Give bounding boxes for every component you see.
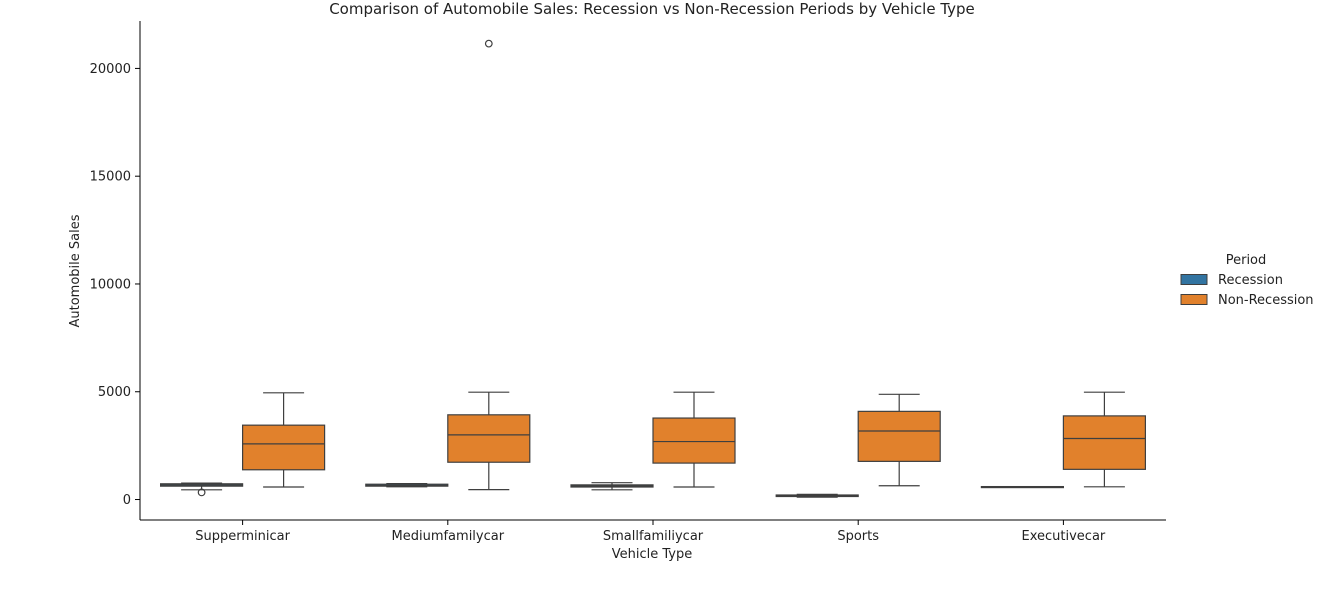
- x-tick-label: Mediumfamilycar: [392, 529, 505, 544]
- series-recession: [160, 482, 1065, 498]
- y-tick-label: 10000: [90, 277, 131, 292]
- x-tick-label: Smallfamiliycar: [603, 529, 704, 544]
- box: [447, 414, 531, 463]
- legend-label: Recession: [1218, 273, 1283, 288]
- chart-title: Comparison of Automobile Sales: Recessio…: [329, 0, 975, 18]
- outlier-point: [484, 39, 493, 48]
- series-non-recession: [242, 39, 1147, 491]
- box: [242, 424, 326, 471]
- x-tick-label: Executivecar: [1022, 529, 1106, 544]
- legend-title: Period: [1226, 253, 1267, 268]
- y-tick-label: 15000: [90, 170, 131, 185]
- y-tick-label: 0: [123, 493, 131, 508]
- y-tick-label: 5000: [98, 385, 131, 400]
- y-tick-label: 20000: [90, 62, 131, 77]
- legend-label: Non-Recession: [1218, 293, 1314, 308]
- axes: 0 5000 10000 15000 20000 Supperminicar Mediumf…: [90, 21, 1166, 544]
- box: [857, 410, 941, 462]
- box: [652, 417, 736, 464]
- outlier-point: [197, 488, 206, 497]
- x-axis-title: Vehicle Type: [612, 547, 692, 562]
- legend-swatch: [1180, 294, 1208, 305]
- x-tick-label: Sports: [837, 529, 879, 544]
- plot-area: [160, 39, 1147, 498]
- legend-swatch: [1180, 274, 1208, 285]
- y-axis-title: Automobile Sales: [68, 214, 83, 327]
- legend: Period Recession Non-Recession: [1180, 253, 1314, 308]
- box: [1062, 415, 1147, 470]
- x-tick-label: Supperminicar: [195, 529, 290, 544]
